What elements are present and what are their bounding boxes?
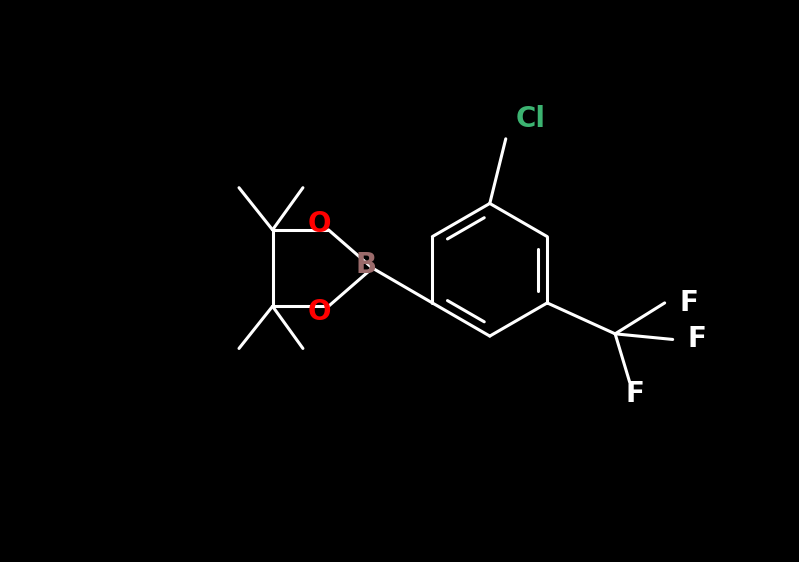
Text: F: F [679,289,698,317]
Text: F: F [687,325,706,353]
Text: F: F [626,380,645,408]
Text: Cl: Cl [515,105,546,133]
Text: O: O [307,210,331,238]
Text: B: B [356,251,376,279]
Text: O: O [307,298,331,326]
